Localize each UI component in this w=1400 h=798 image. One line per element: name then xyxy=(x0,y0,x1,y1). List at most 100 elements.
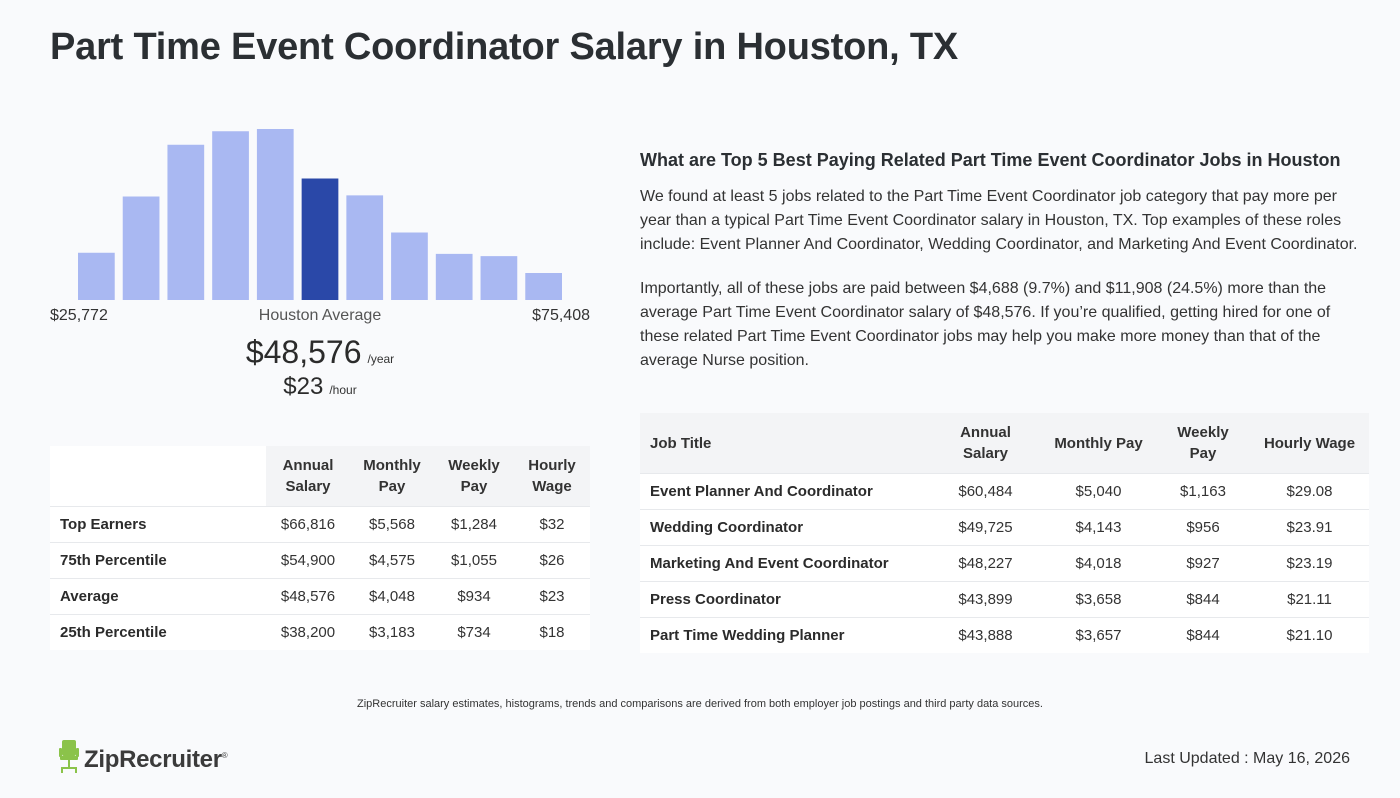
hourly-wage-cell: $21.10 xyxy=(1250,617,1369,653)
annual-salary-cell: $60,484 xyxy=(930,473,1041,510)
annual-salary-cell: $49,725 xyxy=(930,509,1041,546)
histogram-bar xyxy=(256,129,294,300)
histogram-bar xyxy=(122,196,160,300)
jobs-header-hourly: Hourly Wage xyxy=(1250,413,1369,474)
hourly-wage-cell: $23.91 xyxy=(1250,509,1369,546)
row-label: 75th Percentile xyxy=(50,542,266,579)
table-row: 25th Percentile $38,200 $3,183 $734 $18 xyxy=(50,614,590,650)
table-row: Wedding Coordinator $49,725 $4,143 $956 … xyxy=(640,509,1369,546)
histogram-bar xyxy=(435,253,473,300)
histogram-bar-average xyxy=(301,178,339,300)
jobs-header-monthly: Monthly Pay xyxy=(1041,413,1156,474)
weekly-pay-cell: $844 xyxy=(1156,581,1250,618)
weekly-pay-cell: $1,163 xyxy=(1156,473,1250,510)
monthly-pay-cell: $3,657 xyxy=(1041,617,1156,653)
histogram-bar xyxy=(391,232,428,300)
annual-salary-cell: $43,888 xyxy=(930,617,1041,653)
related-jobs-paragraph-2: Importantly, all of these jobs are paid … xyxy=(640,280,1331,369)
table-row: Part Time Wedding Planner $43,888 $3,657… xyxy=(640,617,1369,653)
related-jobs-heading: What are Top 5 Best Paying Related Part … xyxy=(640,150,1341,170)
hourly-wage-cell: $18 xyxy=(514,614,590,650)
weekly-pay-cell: $1,284 xyxy=(434,506,514,543)
table-row: Event Planner And Coordinator $60,484 $5… xyxy=(640,473,1369,510)
monthly-pay-cell: $3,183 xyxy=(350,614,434,650)
job-title-cell: Wedding Coordinator xyxy=(640,509,930,546)
hourly-wage-cell: $23.19 xyxy=(1250,545,1369,582)
histogram-bar xyxy=(167,144,205,300)
monthly-pay-cell: $5,040 xyxy=(1041,473,1156,510)
histogram-bar xyxy=(480,256,518,300)
jobs-table-header: Job Title Annual Salary Monthly Pay Week… xyxy=(640,413,1369,474)
disclaimer-text: ZipRecruiter salary estimates, histogram… xyxy=(357,698,1043,710)
monthly-pay-cell: $4,048 xyxy=(350,578,434,615)
jobs-header-title: Job Title xyxy=(640,413,930,474)
histogram-center-label: Houston Average xyxy=(258,307,382,324)
jobs-header-weekly: Weekly Pay xyxy=(1156,413,1250,474)
histogram-bar xyxy=(346,195,384,300)
row-label: Top Earners xyxy=(50,506,266,543)
row-label: Average xyxy=(50,578,266,615)
histogram-chart xyxy=(78,129,562,300)
table-row: Press Coordinator $43,899 $3,658 $844 $2… xyxy=(640,581,1369,618)
weekly-pay-cell: $1,055 xyxy=(434,542,514,579)
job-title-cell: Press Coordinator xyxy=(640,581,930,618)
job-title-cell: Marketing And Event Coordinator xyxy=(640,545,930,582)
histogram-bar xyxy=(212,131,249,300)
percentile-table: Annual Salary Monthly Pay Weekly Pay Hou… xyxy=(50,446,590,650)
monthly-pay-cell: $3,658 xyxy=(1041,581,1156,618)
histogram-min-label: $25,772 xyxy=(50,307,108,324)
percentile-header-annual: Annual Salary xyxy=(266,446,350,507)
average-yearly-value: $48,576 xyxy=(245,334,362,370)
hourly-wage-cell: $29.08 xyxy=(1250,473,1369,510)
percentile-header-hourly: Hourly Wage xyxy=(514,446,590,507)
histogram-bar xyxy=(78,252,115,300)
average-yearly: $48,576/year xyxy=(50,334,590,371)
percentile-header-monthly: Monthly Pay xyxy=(350,446,434,507)
monthly-pay-cell: $5,568 xyxy=(350,506,434,543)
table-row: Top Earners $66,816 $5,568 $1,284 $32 xyxy=(50,506,590,543)
average-yearly-unit: /year xyxy=(367,352,395,366)
hourly-wage-cell: $21.11 xyxy=(1250,581,1369,618)
average-hourly: $23/hour xyxy=(50,373,590,401)
ziprecruiter-logo[interactable]: ZipRecruiter® xyxy=(58,740,228,779)
percentile-header-weekly: Weekly Pay xyxy=(434,446,514,507)
job-title-cell: Part Time Wedding Planner xyxy=(640,617,930,653)
salary-histogram xyxy=(50,120,590,300)
chair-icon xyxy=(58,740,80,779)
histogram-bar xyxy=(525,273,562,300)
last-updated: Last Updated : May 16, 2026 xyxy=(1144,750,1350,767)
annual-salary-cell: $48,576 xyxy=(266,578,350,615)
annual-salary-cell: $48,227 xyxy=(930,545,1041,582)
table-row: Marketing And Event Coordinator $48,227 … xyxy=(640,545,1369,582)
annual-salary-cell: $43,899 xyxy=(930,581,1041,618)
page-title: Part Time Event Coordinator Salary in Ho… xyxy=(50,26,958,68)
average-salary-block: $48,576/year $23/hour xyxy=(50,334,590,401)
annual-salary-cell: $66,816 xyxy=(266,506,350,543)
related-jobs-paragraph-1: We found at least 5 jobs related to the … xyxy=(640,188,1358,253)
histogram-max-label: $75,408 xyxy=(532,307,590,324)
percentile-header-label xyxy=(50,446,266,507)
hourly-wage-cell: $23 xyxy=(514,578,590,615)
hourly-wage-cell: $26 xyxy=(514,542,590,579)
weekly-pay-cell: $734 xyxy=(434,614,514,650)
monthly-pay-cell: $4,143 xyxy=(1041,509,1156,546)
weekly-pay-cell: $956 xyxy=(1156,509,1250,546)
jobs-header-annual: Annual Salary xyxy=(930,413,1041,474)
hourly-wage-cell: $32 xyxy=(514,506,590,543)
registered-mark: ® xyxy=(221,750,228,760)
annual-salary-cell: $54,900 xyxy=(266,542,350,579)
percentile-table-header: Annual Salary Monthly Pay Weekly Pay Hou… xyxy=(50,446,590,507)
table-row: 75th Percentile $54,900 $4,575 $1,055 $2… xyxy=(50,542,590,579)
weekly-pay-cell: $844 xyxy=(1156,617,1250,653)
job-title-cell: Event Planner And Coordinator xyxy=(640,473,930,510)
monthly-pay-cell: $4,575 xyxy=(350,542,434,579)
average-hourly-value: $23 xyxy=(283,373,324,400)
weekly-pay-cell: $927 xyxy=(1156,545,1250,582)
average-hourly-unit: /hour xyxy=(329,383,357,397)
annual-salary-cell: $38,200 xyxy=(266,614,350,650)
logo-text: ZipRecruiter xyxy=(84,745,222,773)
monthly-pay-cell: $4,018 xyxy=(1041,545,1156,582)
logo-wordmark: ZipRecruiter® xyxy=(84,745,228,774)
table-row: Average $48,576 $4,048 $934 $23 xyxy=(50,578,590,615)
related-jobs-table: Job Title Annual Salary Monthly Pay Week… xyxy=(640,413,1369,653)
